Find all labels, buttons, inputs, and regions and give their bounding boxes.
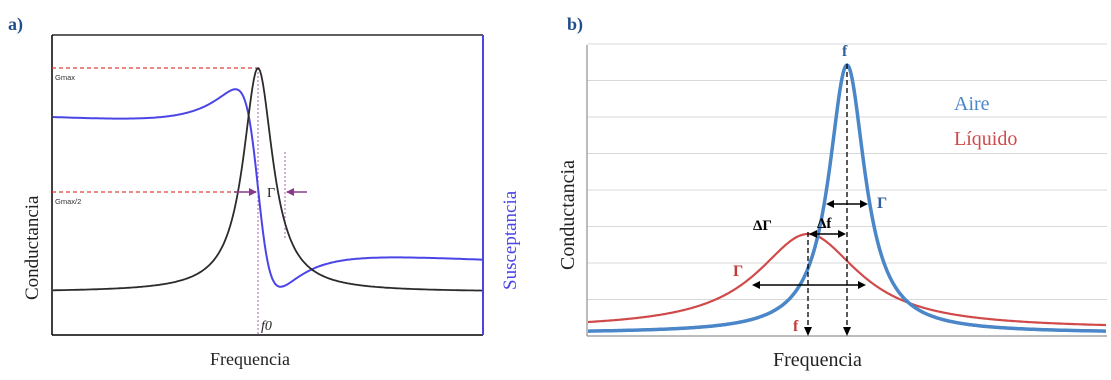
air-gamma-label: Γ bbox=[877, 195, 887, 212]
liquid-gamma-label: Γ bbox=[733, 263, 743, 280]
liquid-gamma-arrowhead-left bbox=[752, 281, 760, 289]
air-peak-f-label: f bbox=[842, 43, 848, 60]
gmax-label: Gmax bbox=[55, 73, 75, 82]
liquid-curve bbox=[588, 232, 1107, 327]
delta-f-arrowhead-right bbox=[838, 230, 846, 238]
air-gamma-arrowhead-right bbox=[860, 200, 868, 208]
panel-b-label: b) bbox=[567, 14, 583, 35]
delta-gamma-label: ΔΓ bbox=[753, 218, 772, 234]
panel-b-xlabel: Frequencia bbox=[773, 349, 862, 371]
panel-a-ylabel-left: Conductancia bbox=[22, 195, 43, 300]
panel-a-ylabel-right: Susceptancia bbox=[500, 190, 521, 290]
panel-a-label: a) bbox=[8, 14, 23, 35]
ghalf-label: Gmax/2 bbox=[55, 197, 81, 206]
legend-liquid: Líquido bbox=[954, 128, 1017, 150]
susceptance-curve bbox=[52, 88, 482, 288]
f0-label: f0 bbox=[261, 319, 272, 334]
panel-b-ylabel: Conductancia bbox=[557, 160, 579, 270]
liquid-peak-arrowhead bbox=[804, 327, 812, 336]
conductance-curve bbox=[53, 67, 483, 292]
liquid-peak-f-label: f bbox=[793, 318, 799, 335]
panel-a-xlabel: Frequencia bbox=[210, 349, 290, 369]
panel-b: b) Aire Líquido f f Γ Γ ΔΓ Δf Frequ bbox=[557, 14, 1107, 371]
liquid-gamma-arrowhead-right bbox=[858, 281, 866, 289]
gamma-label: Γ bbox=[267, 186, 275, 201]
legend-air: Aire bbox=[954, 93, 990, 115]
panel-a: a) Gmax Gmax/2 Γ f0 Frequencia Conductan… bbox=[8, 14, 521, 369]
gamma-arrowhead-left bbox=[249, 188, 257, 196]
delta-f-arrowhead-left bbox=[809, 230, 817, 238]
air-peak-arrowhead bbox=[843, 327, 851, 336]
delta-f-label: Δf bbox=[817, 216, 832, 232]
gamma-arrowhead-right bbox=[286, 188, 294, 196]
air-gamma-arrowhead-left bbox=[826, 200, 834, 208]
